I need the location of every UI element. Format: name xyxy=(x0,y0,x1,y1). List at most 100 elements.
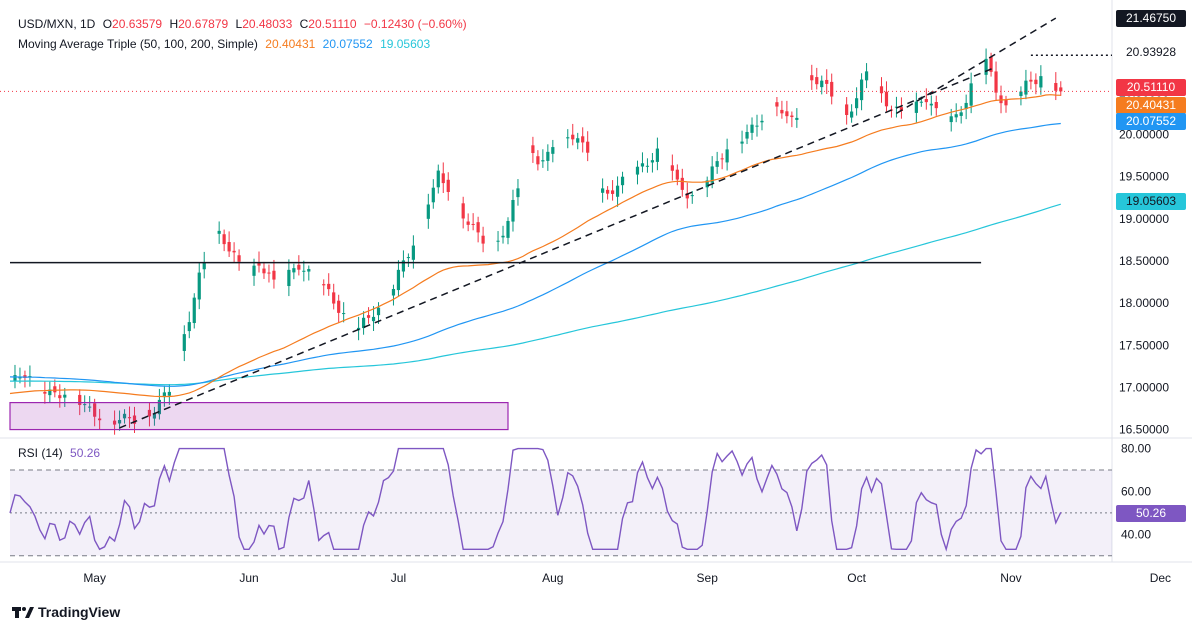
candle-body xyxy=(1039,76,1043,88)
candle-body xyxy=(496,240,500,242)
candle-body xyxy=(332,292,336,304)
candle-body xyxy=(157,399,161,415)
candle-body xyxy=(287,269,291,287)
candle-body xyxy=(879,86,884,94)
candle-body xyxy=(810,75,814,81)
candle-body xyxy=(202,261,206,270)
time-tick-label: Jun xyxy=(239,571,258,585)
candle-body xyxy=(825,79,829,84)
rsi-pane xyxy=(9,447,1112,557)
candle-body xyxy=(406,257,410,259)
price-label-top: 21.46750 xyxy=(1116,10,1186,27)
candle-body xyxy=(760,120,764,123)
candle-body xyxy=(750,124,754,133)
candle-body xyxy=(969,83,973,106)
candle-body xyxy=(884,91,889,107)
candle-body xyxy=(43,391,47,394)
candle-body xyxy=(780,109,784,114)
candle-body xyxy=(506,220,510,238)
rsi-tick-label: 80.00 xyxy=(1121,442,1151,456)
candle-body xyxy=(501,235,505,238)
candle-body xyxy=(815,77,819,85)
candle-body xyxy=(919,101,923,103)
close-value: 20.51110 xyxy=(308,17,357,31)
candle-body xyxy=(680,177,684,190)
rsi-price-label: 50.26 xyxy=(1116,505,1186,522)
candle-body xyxy=(924,99,928,103)
candle-body xyxy=(536,156,540,165)
tradingview-logo-icon xyxy=(12,606,34,618)
candle-body xyxy=(989,56,993,72)
candle-body xyxy=(855,98,859,109)
candle-body xyxy=(949,116,953,123)
candle-body xyxy=(934,101,938,109)
candle-body xyxy=(93,403,97,417)
candle-body xyxy=(601,188,605,193)
candle-body xyxy=(481,235,485,244)
candle-body xyxy=(620,176,625,186)
candle-body xyxy=(546,151,550,161)
candle-body xyxy=(411,245,415,260)
candle-body xyxy=(192,297,196,324)
candle-body xyxy=(1024,80,1028,95)
upper-trendline xyxy=(896,17,1057,115)
candle-body xyxy=(187,322,191,332)
high-label: H xyxy=(169,17,179,31)
candle-body xyxy=(78,394,82,405)
candle-body xyxy=(436,170,440,188)
candle-body xyxy=(775,102,779,107)
candle-body xyxy=(1004,99,1008,106)
candle-body xyxy=(232,250,236,253)
candle-body xyxy=(182,334,186,351)
price-label-ma100: 20.07552 xyxy=(1116,113,1186,130)
rsi-line xyxy=(9,447,1062,552)
candle-body xyxy=(790,115,794,118)
candle-body xyxy=(147,409,152,417)
candle-body xyxy=(366,315,371,318)
grid-lines xyxy=(0,0,1192,563)
ma200-value: 19.05603 xyxy=(380,37,431,51)
candle-body xyxy=(516,188,520,198)
candle-body xyxy=(152,413,157,419)
symbol-label[interactable]: USD/MXN, 1D xyxy=(18,17,96,31)
candle-body xyxy=(267,272,271,274)
candle-body xyxy=(13,375,17,381)
ma200-line xyxy=(10,203,1061,386)
candle-body xyxy=(237,255,241,262)
candle-body xyxy=(117,419,122,424)
tradingview-logo[interactable]: TradingView xyxy=(12,604,120,620)
candle-body xyxy=(899,107,904,112)
candle-body xyxy=(361,317,366,329)
candle-body xyxy=(635,166,640,175)
price-tick-label: 19.50000 xyxy=(1119,170,1169,184)
price-tick-label: 18.00000 xyxy=(1119,296,1169,310)
candle-body xyxy=(850,111,854,118)
ma-title[interactable]: Moving Average Triple (50, 100, 200, Sim… xyxy=(18,37,258,51)
candle-body xyxy=(441,173,445,184)
high-value: 20.67879 xyxy=(178,17,229,31)
candle-body xyxy=(337,300,341,313)
candle-body xyxy=(566,137,570,139)
price-tick-label: 16.50000 xyxy=(1119,423,1169,437)
candle-body xyxy=(83,404,87,406)
candle-body xyxy=(396,269,401,291)
candle-body xyxy=(262,268,266,274)
rsi-tick-label: 60.00 xyxy=(1121,484,1151,498)
candle-body xyxy=(342,313,346,315)
candle-body xyxy=(252,265,256,276)
candle-body xyxy=(690,195,694,197)
candle-body xyxy=(217,230,221,234)
time-tick-label: Nov xyxy=(1000,571,1021,585)
candle-body xyxy=(610,190,615,194)
candle-body xyxy=(112,420,117,425)
candle-body xyxy=(650,160,655,163)
rsi-title[interactable]: RSI (14) xyxy=(18,446,63,460)
candle-body xyxy=(476,222,480,233)
candle-body xyxy=(466,221,470,225)
candle-body xyxy=(122,413,127,419)
price-tick-label: 19.00000 xyxy=(1119,212,1169,226)
close-label: C xyxy=(299,17,309,31)
candle-body xyxy=(740,141,744,144)
change-value: −0.12430 (−0.60%) xyxy=(363,17,467,31)
